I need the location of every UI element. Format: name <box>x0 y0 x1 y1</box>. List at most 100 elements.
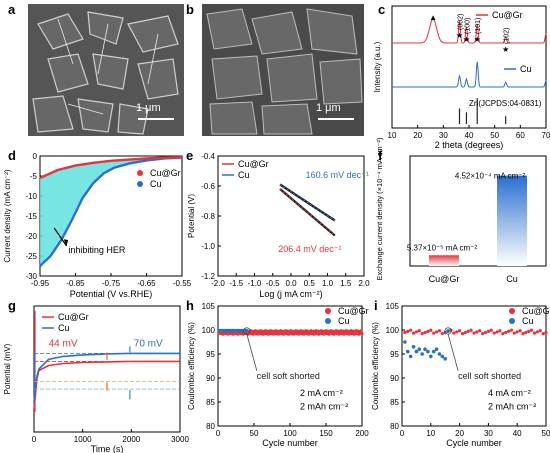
y-tick-label: 85 <box>390 398 399 407</box>
x-tick-label: -0.95 <box>31 279 50 288</box>
point-cu-gr <box>544 330 548 335</box>
point-cu-gr <box>472 331 476 335</box>
y-tick-label: 90 <box>206 374 215 383</box>
y-axis-label: Current density (mA cm⁻²) <box>3 169 12 262</box>
point-cu <box>437 352 442 356</box>
point-cu-gr <box>495 330 499 334</box>
panel-label: a <box>8 2 16 17</box>
coulombic-efficiency-chart-i: 0 10 20 30 40 50 80 85 90 95 100 105 Cycle number Cou… <box>371 302 550 448</box>
legend-label: Cu@Gr <box>238 159 269 169</box>
x-tick-label: 20 <box>413 131 422 140</box>
x-tick-label: 50 <box>490 131 499 140</box>
point-cu <box>440 354 445 359</box>
legend-marker <box>325 308 331 314</box>
condition-capacity: 2 mAh cm⁻² <box>300 402 348 412</box>
panel-label: i <box>374 298 378 313</box>
y-tick-label: -1.2 <box>201 272 215 281</box>
x-axis-label: Log (j mA cm⁻²) <box>259 289 322 299</box>
slope-label-cu-gr: 206.4 mV dec⁻¹ <box>278 244 341 254</box>
series-cu <box>279 184 336 221</box>
point-cu-gr <box>458 329 462 333</box>
x-tick-label: 30 <box>484 429 493 438</box>
annotation-70mv: 70 mV <box>134 338 163 349</box>
x-tick-label: 0 <box>216 429 221 438</box>
series-cu <box>39 156 183 267</box>
y-tick-label: 0 <box>33 152 38 161</box>
panel-b: 1 μm b <box>186 0 370 140</box>
series-cu-gr <box>392 18 547 44</box>
point-cu-gr <box>521 332 525 336</box>
point-cu-gr <box>530 328 534 332</box>
x-tick-label: 70 <box>542 131 550 140</box>
miller-index: (102) <box>504 28 511 44</box>
x-tick-label: -0.75 <box>102 279 121 288</box>
series-cu-gr <box>39 156 183 180</box>
condition-current: 2 mA cm⁻² <box>300 388 343 398</box>
panel-label: c <box>378 2 386 17</box>
x-tick-label: 0.5 <box>304 279 316 288</box>
x-tick-label: 60 <box>516 131 525 140</box>
panel-f-bar-chart: Exchange current density (×10⁻⁴ mA cm⁻²)… <box>370 137 550 298</box>
annotation-arrowhead <box>63 239 69 246</box>
point-cu <box>408 354 413 359</box>
point-cu-gr <box>406 329 410 333</box>
potential-time-chart: 0 1000 2000 3000 Time (s) Potential (mV) Cu@Gr… <box>3 305 189 453</box>
point-cu-gr <box>466 329 470 333</box>
star-marker: ★ <box>463 35 470 44</box>
point-cu-gr <box>359 329 363 333</box>
panel-i-ce-chart: 0 10 20 30 40 50 80 85 90 95 100 105 Cycle number Cou… <box>370 298 550 453</box>
legend-label: Cu@Gr <box>150 168 181 178</box>
panel-a: 1 μm a <box>0 0 186 140</box>
point-cu-gr <box>483 330 488 335</box>
point-cu <box>423 347 427 351</box>
reference-label: Zn(JCPDS:04-0831) <box>469 99 542 108</box>
x-tick-label: -0.85 <box>66 279 85 288</box>
point-cu-gr <box>434 330 439 334</box>
panel-label: b <box>186 2 194 17</box>
x-tick-label: 20 <box>455 429 464 438</box>
point-cu-gr <box>437 329 442 333</box>
x-tick-label: -0.55 <box>173 279 192 288</box>
sem-texture-a <box>28 4 184 136</box>
category-label: Cu@Gr <box>429 274 460 284</box>
sem-texture-b <box>202 4 364 136</box>
panel-label: f <box>378 148 383 163</box>
legend-label: Cu <box>522 316 534 326</box>
legend-label: Cu@Gr <box>58 312 89 322</box>
point-cu-gr <box>524 330 528 335</box>
point-cu-gr <box>417 329 421 333</box>
point-cu-gr <box>460 332 465 336</box>
x-tick-label: 10 <box>388 131 397 140</box>
point-cu <box>429 354 433 359</box>
legend-marker <box>325 318 331 324</box>
y-tick-label: 85 <box>206 398 215 407</box>
point-cu-gr <box>478 329 482 333</box>
tafel-chart: -2.0 -1.5 -1.0 -0.5 0.0 0.5 1.0 1.5 2.0 -0.4 -0.6 -… <box>187 152 370 299</box>
triangle-marker: ▲ <box>429 13 437 22</box>
sem-image-cu-gr: 1 μm <box>28 4 184 136</box>
x-tick-label: 30 <box>439 131 448 140</box>
panel-c-xrd-chart: Intensity (a.u.) 10 20 30 40 50 60 70 2 theta (d… <box>370 0 550 150</box>
short-point-leader <box>246 333 258 371</box>
point-cu-gr <box>463 330 467 335</box>
scale-bar <box>318 118 354 120</box>
x-tick-label: -0.5 <box>266 279 280 288</box>
point-cu-gr <box>423 330 427 335</box>
point-cu-gr <box>409 328 413 332</box>
y-tick-label: 80 <box>390 422 399 431</box>
y-axis-label: Exchange current density (×10⁻⁴ mA cm⁻²) <box>375 137 384 281</box>
x-tick-label: 2000 <box>122 435 140 444</box>
point-cu <box>403 340 407 344</box>
series-cu <box>392 61 547 88</box>
y-axis-label: Intensity (a.u.) <box>373 41 382 92</box>
point-cu-gr <box>501 332 505 336</box>
x-tick-label: -1.0 <box>248 279 262 288</box>
annotation-cell-soft-shorted: cell soft shorted <box>458 371 521 381</box>
x-tick-label: 0.0 <box>285 279 297 288</box>
x-tick-label: 200 <box>355 429 369 438</box>
y-tick-label: 105 <box>386 302 400 311</box>
point-cu <box>443 357 447 361</box>
condition-capacity: 2 mAh cm⁻² <box>488 402 536 412</box>
point-cu-gr <box>532 331 537 335</box>
coulombic-efficiency-chart-h: 0 50 100 150 200 80 85 90 95 100 105 Cycle number Co… <box>187 302 369 448</box>
